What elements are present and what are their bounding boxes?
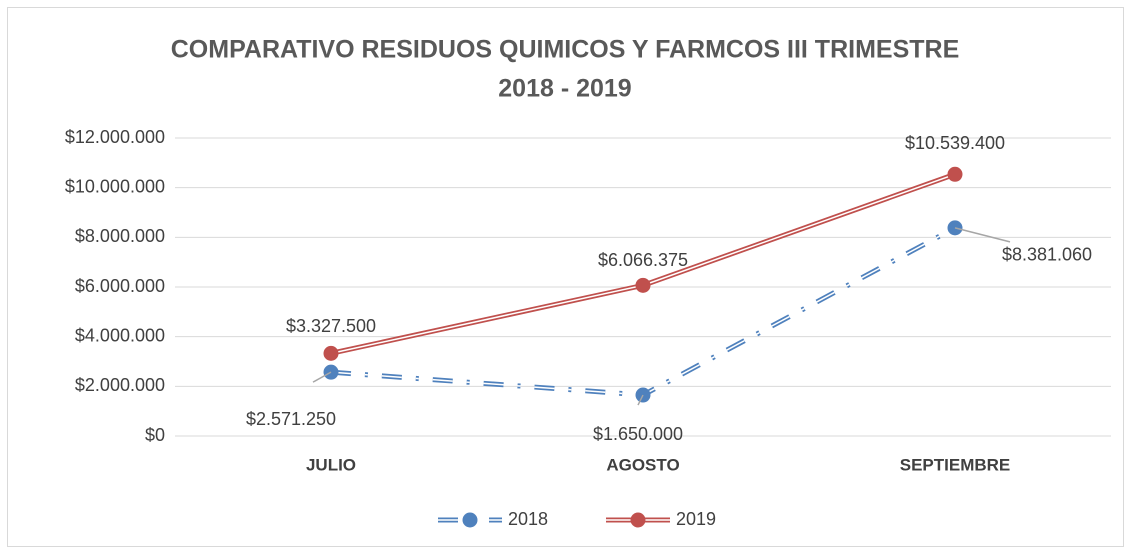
- chart-title: COMPARATIVO RESIDUOS QUIMICOS Y FARMCOS …: [171, 36, 960, 64]
- legend-marker: [462, 512, 478, 528]
- data-label: $10.539.400: [905, 133, 1005, 153]
- legend-label: 2018: [508, 509, 548, 529]
- leader-line: [637, 394, 644, 406]
- data-label: $8.381.060: [1002, 245, 1092, 265]
- legend-label: 2019: [676, 509, 716, 529]
- marker: [947, 166, 963, 182]
- y-tick-label: $4.000.000: [75, 325, 165, 345]
- marker: [635, 277, 651, 293]
- data-label: $6.066.375: [598, 250, 688, 270]
- x-tick-label: AGOSTO: [606, 455, 679, 474]
- data-label: $2.571.250: [246, 409, 336, 429]
- leader-line: [954, 227, 1011, 243]
- chart-title: 2018 - 2019: [498, 75, 631, 103]
- y-tick-label: $8.000.000: [75, 226, 165, 246]
- data-label: $3.327.500: [286, 316, 376, 336]
- y-tick-label: $12.000.000: [65, 127, 165, 147]
- marker: [323, 345, 339, 361]
- legend-marker: [630, 512, 646, 528]
- y-tick-label: $6.000.000: [75, 276, 165, 296]
- x-tick-label: SEPTIEMBRE: [900, 455, 1011, 474]
- x-tick-label: JULIO: [306, 455, 356, 474]
- y-tick-label: $0: [145, 425, 165, 445]
- chart-border: [7, 7, 1124, 547]
- y-tick-label: $10.000.000: [65, 176, 165, 196]
- data-label: $1.650.000: [593, 424, 683, 444]
- y-tick-label: $2.000.000: [75, 375, 165, 395]
- leader-line: [312, 371, 332, 383]
